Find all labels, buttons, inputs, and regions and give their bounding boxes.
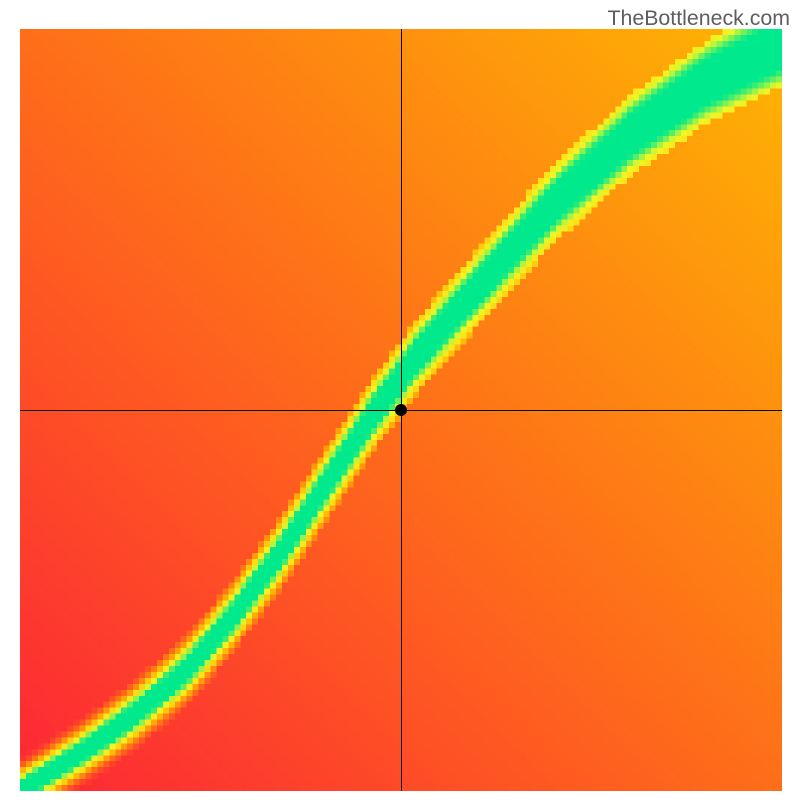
bottleneck-heatmap[interactable]: [20, 29, 782, 791]
attribution-label: TheBottleneck.com: [607, 6, 790, 31]
heatmap-canvas: [20, 29, 782, 791]
